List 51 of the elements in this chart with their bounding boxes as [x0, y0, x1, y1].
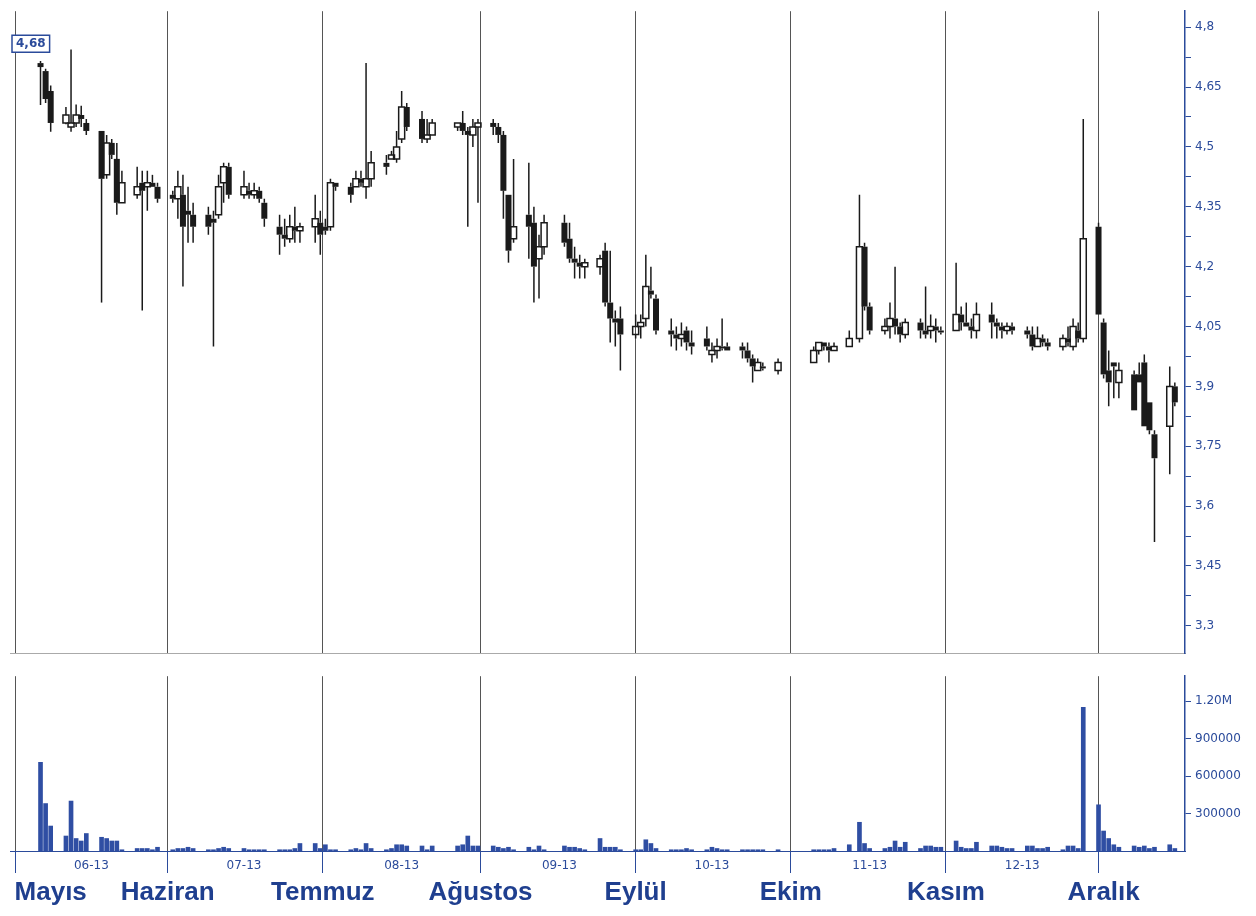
candlestick — [952, 261, 960, 332]
candlestick — [1165, 365, 1174, 475]
x-tick-label: 12-13 — [1004, 858, 1040, 873]
candlestick — [250, 182, 258, 200]
text: Eylül — [604, 876, 667, 907]
candlestick — [993, 317, 1000, 340]
candlestick — [653, 293, 659, 336]
x-tick-label: 10-13 — [694, 858, 730, 873]
candlestick — [1151, 429, 1158, 543]
candlestick — [1069, 317, 1077, 352]
text: Aralık — [1067, 876, 1141, 907]
y-tick-label: 3,45 — [1195, 558, 1222, 573]
y-tick-label: 1.20M — [1195, 693, 1233, 708]
y-tick-label: 300000 — [1195, 805, 1241, 820]
text: Kasım — [906, 876, 985, 907]
y-tick-label: 3,9 — [1195, 378, 1215, 393]
y-tick-label: 600000 — [1195, 768, 1241, 783]
y-tick-label: 3,3 — [1195, 617, 1215, 632]
y-tick-label: 4,8 — [1195, 19, 1215, 34]
y-tick-label: 4,2 — [1195, 258, 1215, 273]
text: Haziran — [120, 876, 215, 907]
y-tick-label: 4,05 — [1195, 318, 1222, 333]
text: Temmuz — [271, 876, 375, 907]
x-tick-label: 09-13 — [541, 858, 577, 873]
candlestick — [1115, 361, 1123, 400]
y-tick-label: 4,5 — [1195, 139, 1215, 154]
candlestick — [240, 170, 248, 200]
annotation: 4,68 — [16, 36, 46, 51]
text: Mayıs — [14, 876, 87, 907]
candlestick — [677, 321, 686, 348]
x-tick-label: 07-13 — [226, 858, 262, 873]
x-tick-label: 11-13 — [852, 858, 888, 873]
y-tick-label: 3,6 — [1195, 498, 1215, 513]
candlestick — [490, 118, 497, 136]
candlestick — [774, 357, 782, 376]
candlestick — [1079, 118, 1088, 344]
candlestick — [581, 257, 589, 280]
y-tick-label: 4,35 — [1195, 198, 1222, 213]
y-tick-label: 4,65 — [1195, 79, 1222, 94]
text: Ekim — [759, 876, 822, 907]
x-tick-label: 06-13 — [73, 858, 109, 873]
text: Ağustos — [428, 876, 533, 907]
candlestick — [901, 317, 909, 340]
candlestick — [1131, 369, 1138, 411]
y-tick-label: 3,75 — [1195, 438, 1222, 453]
x-tick-label: 08-13 — [384, 858, 420, 873]
candlestick — [276, 214, 283, 256]
y-tick-label: 900000 — [1195, 730, 1241, 745]
candlestick — [688, 329, 695, 356]
candlestick — [1003, 321, 1011, 336]
candlestick — [37, 60, 44, 106]
